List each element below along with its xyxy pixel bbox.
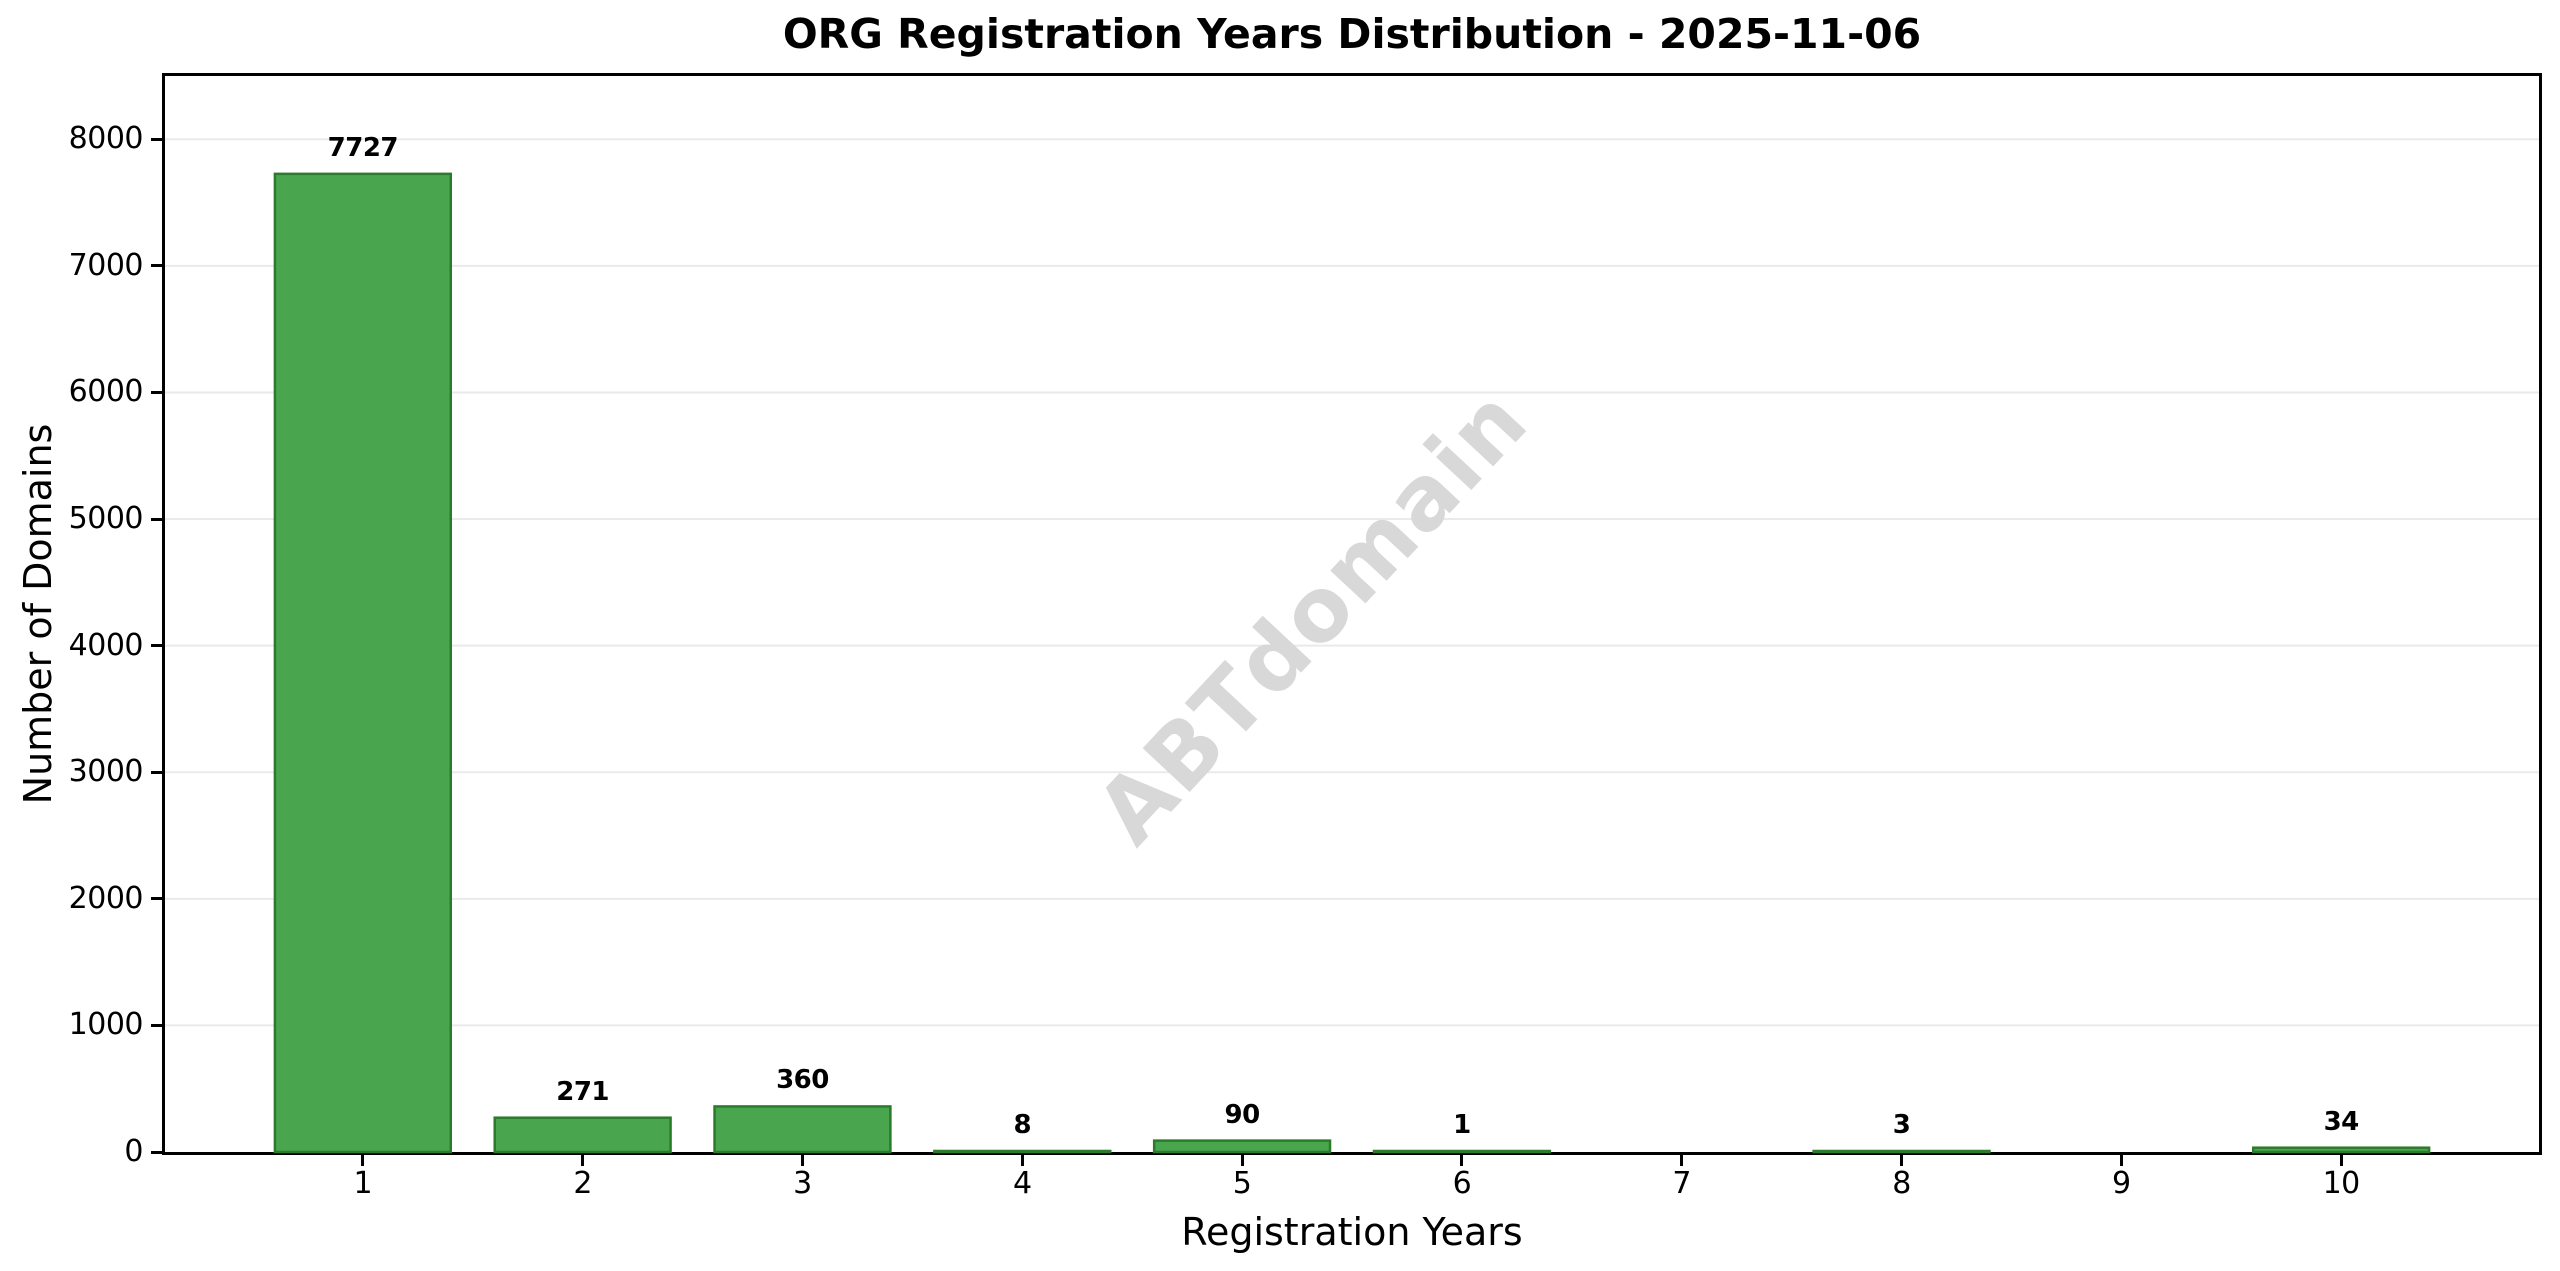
bar bbox=[933, 1149, 1112, 1154]
y-tick-label: 7000 bbox=[68, 247, 144, 283]
bar-value-label: 34 bbox=[2323, 1106, 2360, 1137]
x-tick-mark bbox=[581, 1155, 585, 1166]
y-tick-mark bbox=[151, 1150, 162, 1154]
bar-value-label: 360 bbox=[776, 1065, 829, 1096]
y-tick-label: 2000 bbox=[68, 880, 144, 916]
x-tick-mark bbox=[2339, 1155, 2343, 1166]
bar bbox=[713, 1105, 892, 1154]
y-axis-title: Number of Domains bbox=[16, 423, 60, 805]
x-axis-title: Registration Years bbox=[1181, 1210, 1523, 1254]
bar-value-label: 7727 bbox=[327, 132, 399, 163]
x-tick-mark bbox=[1900, 1155, 1904, 1166]
y-tick-mark bbox=[151, 1023, 162, 1027]
y-tick-label: 5000 bbox=[68, 501, 144, 537]
bar bbox=[2251, 1146, 2431, 1154]
x-tick-label: 10 bbox=[2322, 1166, 2361, 1201]
bar bbox=[1152, 1139, 1332, 1154]
x-tick-label: 9 bbox=[2112, 1166, 2131, 1201]
y-tick-label: 4000 bbox=[68, 627, 144, 663]
y-tick-mark bbox=[151, 264, 162, 268]
y-tick-mark bbox=[151, 517, 162, 521]
y-tick-label: 6000 bbox=[68, 374, 144, 410]
bar bbox=[1372, 1149, 1552, 1154]
bar bbox=[1812, 1149, 1991, 1154]
y-tick-label: 0 bbox=[124, 1134, 143, 1169]
plot-area: Registration Years Number of Domains 0 10… bbox=[16, 73, 2542, 1254]
x-tick-mark bbox=[1460, 1155, 1464, 1166]
bar-value-label: 3 bbox=[1892, 1110, 1911, 1140]
x-tick-label: 1 bbox=[353, 1166, 373, 1201]
plot-canvas bbox=[165, 138, 2539, 1154]
y-tick-mark bbox=[151, 770, 162, 774]
bar-value-label: 90 bbox=[1224, 1099, 1260, 1130]
chart-title: ORG Registration Years Distribution - 20… bbox=[782, 10, 1922, 58]
bar-value-label: 271 bbox=[556, 1076, 610, 1107]
bar bbox=[273, 172, 453, 1154]
x-tick-label: 6 bbox=[1452, 1166, 1472, 1201]
y-tick-mark bbox=[151, 390, 162, 394]
y-tick-label: 1000 bbox=[68, 1007, 144, 1043]
x-tick-label: 4 bbox=[1012, 1166, 1032, 1201]
y-tick-mark bbox=[151, 137, 162, 141]
x-tick-label: 7 bbox=[1672, 1166, 1692, 1201]
y-tick-mark bbox=[151, 897, 162, 901]
bar-value-label: 8 bbox=[1013, 1109, 1032, 1140]
x-tick-label: 3 bbox=[793, 1166, 812, 1201]
x-tick-mark bbox=[1020, 1155, 1024, 1166]
x-tick-mark bbox=[1680, 1155, 1684, 1166]
x-tick-mark bbox=[1240, 1155, 1244, 1166]
y-tick-label: 3000 bbox=[68, 754, 144, 790]
bar bbox=[493, 1116, 672, 1154]
x-tick-label: 2 bbox=[573, 1166, 592, 1201]
x-tick-label: 5 bbox=[1232, 1166, 1252, 1201]
y-tick-label: 8000 bbox=[68, 121, 144, 157]
y-tick-mark bbox=[151, 644, 162, 648]
x-tick-label: 8 bbox=[1892, 1166, 1911, 1201]
x-tick-mark bbox=[2119, 1155, 2123, 1166]
x-tick-mark bbox=[361, 1155, 365, 1166]
x-tick-mark bbox=[800, 1155, 804, 1166]
bar-value-label: 1 bbox=[1453, 1110, 1471, 1140]
